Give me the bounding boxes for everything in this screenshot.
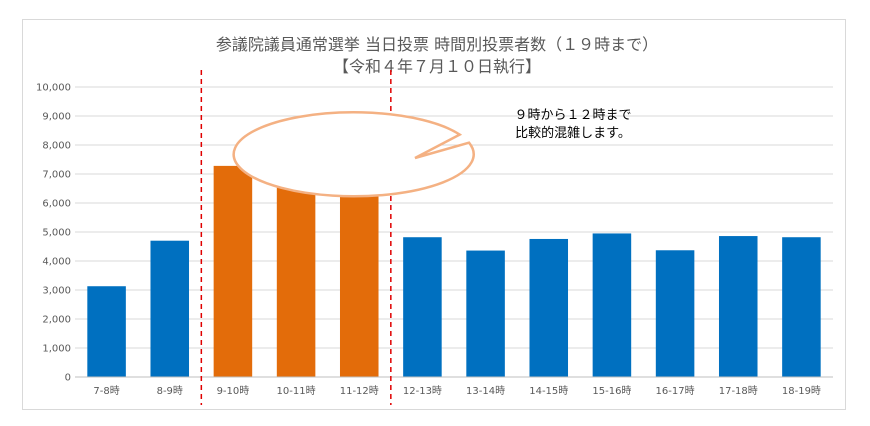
bar: [466, 250, 505, 377]
y-tick-label: 7,000: [42, 170, 71, 181]
y-tick-label: 0: [65, 373, 71, 384]
x-tick-label: 15-16時: [592, 385, 631, 397]
x-tick-label: 14-15時: [529, 385, 568, 397]
y-tick-label: 5,000: [42, 228, 71, 239]
bar: [339, 166, 379, 377]
y-axis-ticks: 0 1,000 2,000 3,000 4,000 5,000 6,000 7,000 8,00…: [36, 83, 71, 384]
y-tick-label: 6,000: [42, 199, 71, 210]
callout-line-1: ９時から１２時まで: [514, 108, 631, 123]
x-tick-label: 10-11時: [277, 385, 316, 397]
x-tick-label: 8-9時: [157, 385, 183, 397]
y-tick-label: 8,000: [42, 141, 71, 152]
x-tick-label: 9-10時: [217, 385, 250, 397]
y-tick-label: 2,000: [42, 315, 71, 326]
bar: [87, 286, 126, 377]
chart-title: 参議院議員通常選挙 当日投票 時間別投票者数（１９時まで）: [216, 35, 658, 54]
bar: [782, 237, 821, 377]
bar: [403, 237, 442, 377]
bar: [150, 240, 190, 377]
bar: [718, 236, 758, 377]
bar: [655, 250, 695, 377]
x-tick-label: 18-19時: [782, 385, 821, 397]
chart-subtitle: 【令和４年７月１０日執行】: [333, 57, 541, 76]
bar: [529, 238, 569, 377]
bar: [592, 233, 632, 377]
x-tick-label: 13-14時: [466, 385, 505, 397]
bar-chart: 参議院議員通常選挙 当日投票 時間別投票者数（１９時まで） 【令和４年７月１０日…: [36, 35, 833, 405]
chart-frame: 参議院議員通常選挙 当日投票 時間別投票者数（１９時まで） 【令和４年７月１０日…: [22, 19, 846, 410]
x-tick-label: 16-17時: [656, 385, 695, 397]
x-tick-label: 7-8時: [93, 385, 119, 397]
y-tick-label: 9,000: [42, 112, 71, 123]
y-tick-label: 4,000: [42, 257, 71, 268]
y-tick-label: 10,000: [36, 83, 71, 94]
x-tick-label: 17-18時: [719, 385, 758, 397]
bars: [87, 124, 821, 377]
y-tick-label: 1,000: [42, 344, 71, 355]
x-axis-ticks: 7-8時 8-9時 9-10時 10-11時 11-12時 12-13時 13-14時 14-…: [93, 385, 821, 397]
callout-line-2: 比較的混雑します。: [515, 125, 631, 141]
y-tick-label: 3,000: [42, 286, 71, 297]
callout: ９時から１２時まで 比較的混雑します。: [232, 108, 632, 198]
callout-bubble: [232, 111, 475, 198]
x-tick-label: 11-12時: [340, 385, 379, 397]
bar: [213, 165, 253, 377]
x-tick-label: 12-13時: [403, 385, 442, 397]
